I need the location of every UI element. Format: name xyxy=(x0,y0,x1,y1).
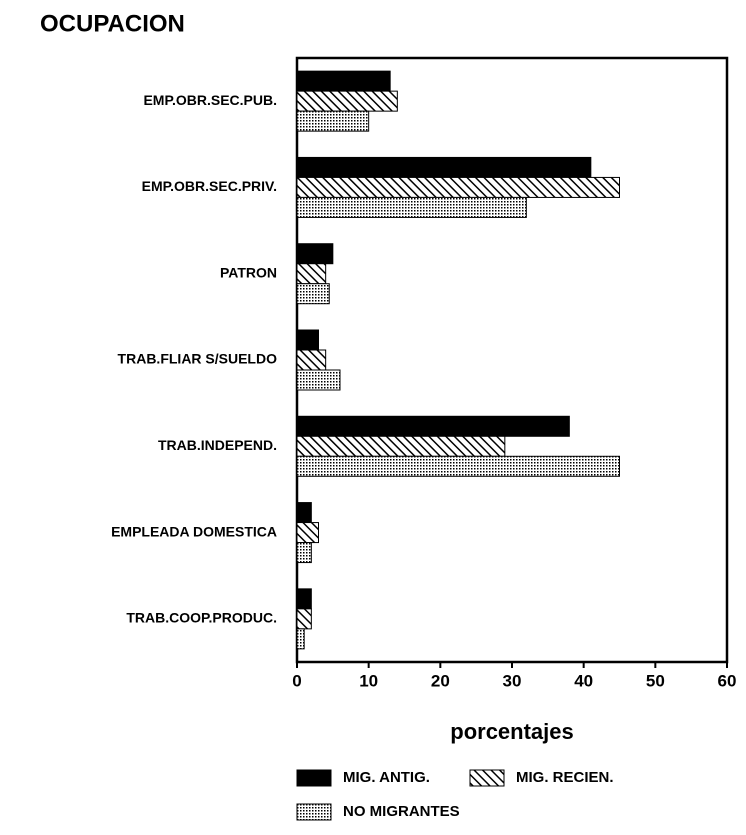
x-tick-label: 10 xyxy=(359,671,378,690)
bar xyxy=(296,588,312,610)
legend-label: NO MIGRANTES xyxy=(343,803,460,820)
bar xyxy=(296,156,592,178)
y-tick-label: PATRON xyxy=(220,264,277,280)
bar xyxy=(296,522,319,544)
x-tick-label: 0 xyxy=(292,671,301,690)
bar xyxy=(296,349,327,371)
legend-label: MIG. RECIEN. xyxy=(516,769,614,786)
bar xyxy=(296,455,620,477)
chart-title: OCUPACION xyxy=(40,10,185,37)
bar xyxy=(296,176,620,198)
x-tick-label: 50 xyxy=(646,671,665,690)
bar xyxy=(296,110,370,132)
x-axis-label: porcentajes xyxy=(450,719,574,744)
bar xyxy=(296,70,391,92)
legend-swatch xyxy=(296,803,332,821)
bar xyxy=(296,196,527,218)
y-tick-label: TRAB.COOP.PRODUC. xyxy=(126,610,277,626)
y-tick-label: EMP.OBR.SEC.PUB. xyxy=(143,92,277,108)
bar xyxy=(296,263,327,285)
y-tick-label: EMP.OBR.SEC.PRIV. xyxy=(142,178,277,194)
x-tick-label: 60 xyxy=(718,671,737,690)
bar xyxy=(296,243,334,265)
bar xyxy=(296,628,305,650)
bar xyxy=(296,502,312,524)
legend-swatch xyxy=(469,769,505,787)
bar xyxy=(296,435,506,457)
bar xyxy=(296,415,570,437)
bar xyxy=(296,90,398,112)
y-tick-label: TRAB.FLIAR S/SUELDO xyxy=(118,351,278,367)
bar xyxy=(296,369,341,391)
y-tick-label: TRAB.INDEPEND. xyxy=(158,437,277,453)
plot-frame xyxy=(295,56,729,664)
bar xyxy=(296,608,312,630)
y-tick-label: EMPLEADA DOMESTICA xyxy=(111,523,277,539)
legend-swatch xyxy=(296,769,332,787)
legend-label: MIG. ANTIG. xyxy=(343,769,430,786)
bar xyxy=(296,283,330,305)
bar xyxy=(296,542,312,564)
x-tick-label: 30 xyxy=(503,671,522,690)
x-tick-label: 20 xyxy=(431,671,450,690)
x-tick-label: 40 xyxy=(574,671,593,690)
bar xyxy=(296,329,319,351)
